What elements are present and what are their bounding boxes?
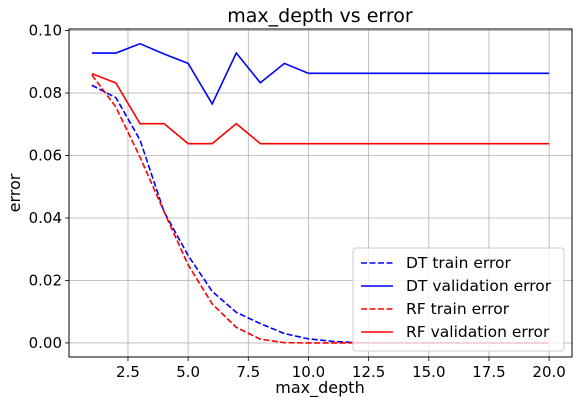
series-line-dt-validation-error <box>91 42 550 106</box>
y-tick-label: 0.08 <box>29 84 62 102</box>
x-tick-label: 7.5 <box>236 363 260 381</box>
y-axis: 0.00 0.02 0.04 0.06 0.08 0.10 <box>29 22 69 352</box>
y-tick-label: 0.00 <box>29 334 62 352</box>
legend-label: RF validation error <box>406 323 550 341</box>
x-tick-label: 17.5 <box>472 363 505 381</box>
x-tick-label: 2.5 <box>116 363 140 381</box>
y-tick-label: 0.02 <box>29 271 62 289</box>
legend-label: RF train error <box>406 300 510 318</box>
legend-box <box>352 247 565 352</box>
y-tick-label: 0.06 <box>29 147 62 165</box>
legend: DT train error DT validation error RF trai… <box>352 247 565 352</box>
x-axis-label: max_depth <box>275 378 364 398</box>
x-axis: 2.5 5.0 7.5 10.0 12.5 15.0 17.5 20.0 <box>116 357 566 381</box>
x-tick-label: 12.5 <box>352 363 385 381</box>
x-tick-label: 20.0 <box>532 363 565 381</box>
legend-label: DT validation error <box>406 277 552 295</box>
x-tick-label: 15.0 <box>412 363 445 381</box>
legend-label: DT train error <box>406 254 511 272</box>
chart-title: max_depth vs error <box>227 5 413 27</box>
y-axis-label: error <box>5 173 24 212</box>
y-tick-label: 0.10 <box>29 22 62 40</box>
x-tick-label: 10.0 <box>292 363 325 381</box>
series-line-rf-validation-error <box>91 72 550 145</box>
y-tick-label: 0.04 <box>29 209 62 227</box>
x-tick-label: 5.0 <box>176 363 200 381</box>
series-line-dt-train-error <box>91 84 550 344</box>
plot-frame <box>68 28 573 358</box>
